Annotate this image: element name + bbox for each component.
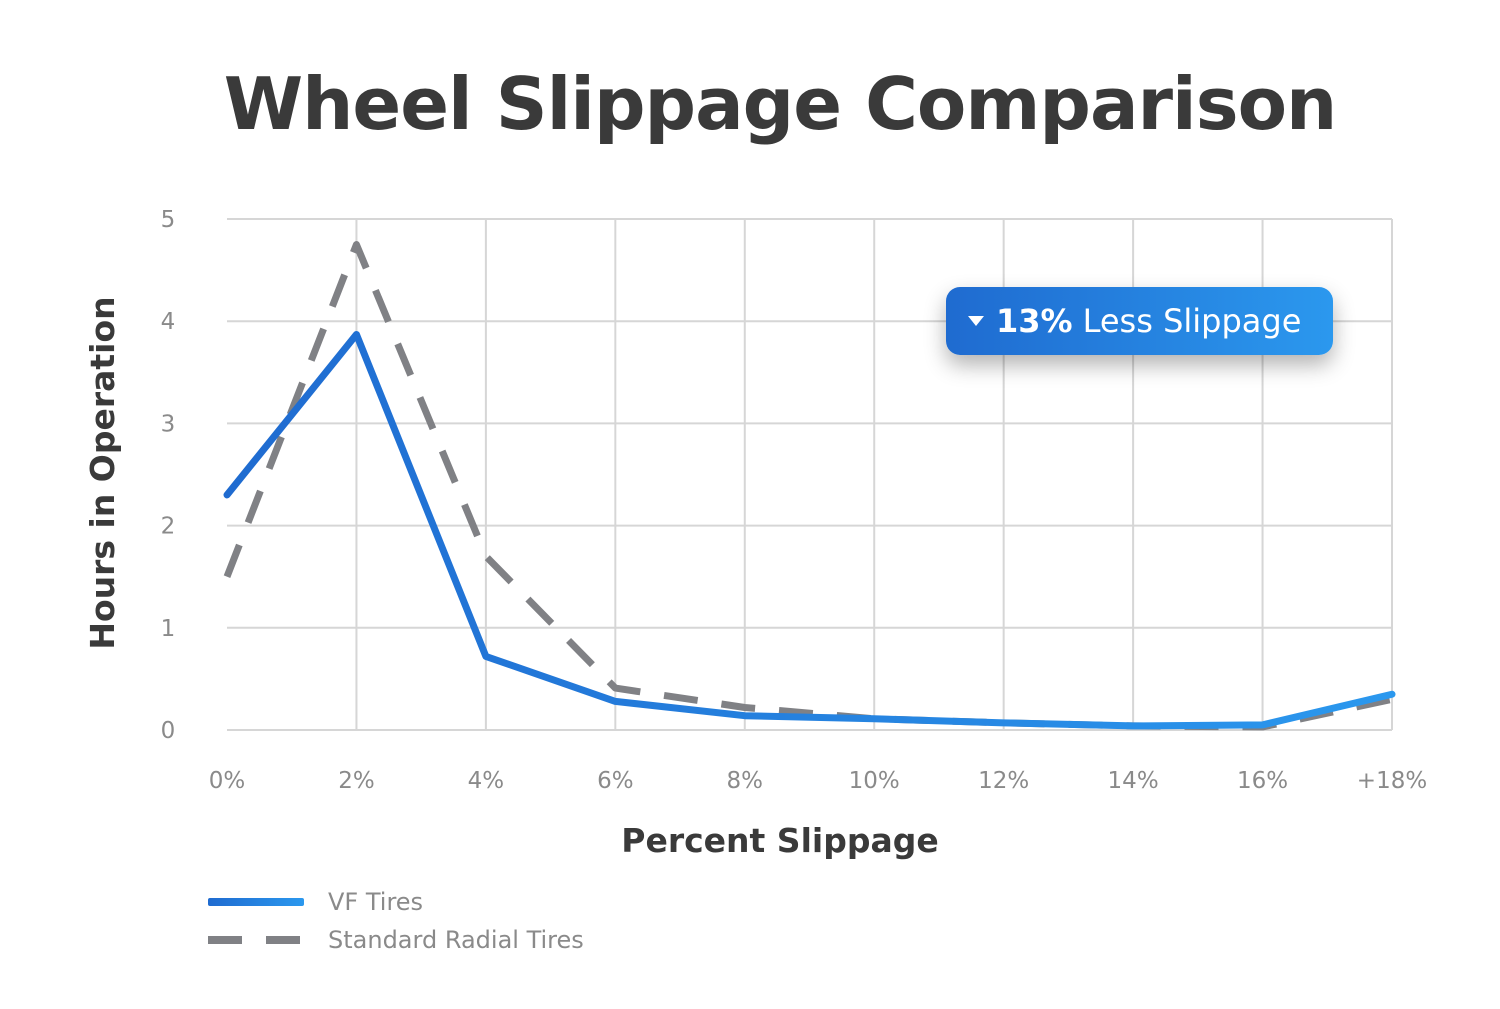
x-tick-label: 16% xyxy=(1237,768,1288,794)
x-axis-title: Percent Slippage xyxy=(621,821,938,860)
x-tick-label: 10% xyxy=(849,768,900,794)
callout-text: Less Slippage xyxy=(1082,302,1302,340)
y-tick-label: 0 xyxy=(161,718,176,744)
y-tick-labels: 0 1 2 3 4 5 xyxy=(161,207,176,744)
x-tick-label: 14% xyxy=(1108,768,1159,794)
x-tick-label: 6% xyxy=(597,768,634,794)
y-tick-label: 2 xyxy=(161,514,176,540)
slippage-callout-badge: 13% Less Slippage xyxy=(946,287,1333,355)
y-tick-label: 5 xyxy=(161,207,176,233)
legend-item-standard-radial: Standard Radial Tires xyxy=(208,921,584,959)
y-tick-label: 4 xyxy=(161,309,176,335)
y-tick-label: 3 xyxy=(161,411,176,437)
y-tick-label: 1 xyxy=(161,616,176,642)
x-tick-label: 4% xyxy=(468,768,505,794)
x-tick-label: +18% xyxy=(1357,768,1427,794)
x-tick-label: 12% xyxy=(978,768,1029,794)
series-lines xyxy=(223,241,1396,731)
legend-label: Standard Radial Tires xyxy=(328,926,584,954)
legend-swatch-dashed xyxy=(208,936,304,944)
legend-swatch-solid xyxy=(208,898,304,906)
legend-item-vf-tires: VF Tires xyxy=(208,883,584,921)
legend: VF Tires Standard Radial Tires xyxy=(208,883,584,959)
chart-title: Wheel Slippage Comparison xyxy=(223,62,1338,146)
x-tick-label: 2% xyxy=(338,768,375,794)
y-axis-title: Hours in Operation xyxy=(83,296,122,649)
x-tick-label: 8% xyxy=(727,768,764,794)
series-line-vf-tires xyxy=(223,330,1396,730)
x-tick-labels: 0% 2% 4% 6% 8% 10% 12% 14% 16% +18% xyxy=(209,768,1427,794)
callout-percent: 13% xyxy=(996,302,1073,340)
legend-label: VF Tires xyxy=(328,888,424,916)
down-arrow-icon xyxy=(968,316,984,326)
x-tick-label: 0% xyxy=(209,768,246,794)
